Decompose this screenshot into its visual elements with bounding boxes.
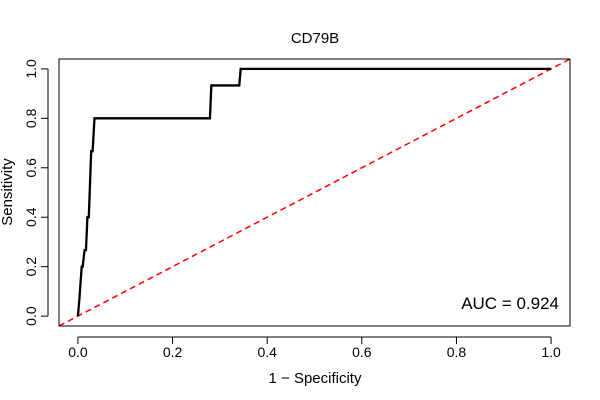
chart-title: CD79B	[291, 30, 339, 47]
plot-area	[58, 58, 571, 327]
y-tick-label: 1.0	[23, 59, 39, 79]
y-tick-label: 0.0	[23, 306, 39, 326]
x-tick-label: 1.0	[541, 344, 561, 360]
x-tick-label: 0.6	[352, 344, 372, 360]
x-tick-label: 0.8	[447, 344, 467, 360]
x-axis: 0.0 0.2 0.4 0.6 0.8 1.0	[68, 336, 561, 360]
y-tick-label: 0.6	[23, 158, 39, 178]
plot-frame	[58, 58, 571, 327]
x-tick-label: 0.2	[163, 344, 183, 360]
y-tick-label: 0.2	[23, 257, 39, 277]
auc-annotation: AUC = 0.924	[461, 294, 559, 313]
roc-curve-line	[76, 67, 552, 317]
y-axis: 0.0 0.2 0.4 0.6 0.8 1.0	[23, 59, 49, 326]
x-axis-label: 1 − Specificity	[269, 370, 362, 387]
x-tick-label: 0.4	[257, 344, 277, 360]
y-tick-label: 0.4	[23, 207, 39, 227]
y-axis-label: Sensitivity	[0, 158, 16, 226]
y-tick-label: 0.8	[23, 108, 39, 128]
reference-diagonal-line	[58, 58, 571, 327]
x-tick-label: 0.0	[68, 344, 88, 360]
